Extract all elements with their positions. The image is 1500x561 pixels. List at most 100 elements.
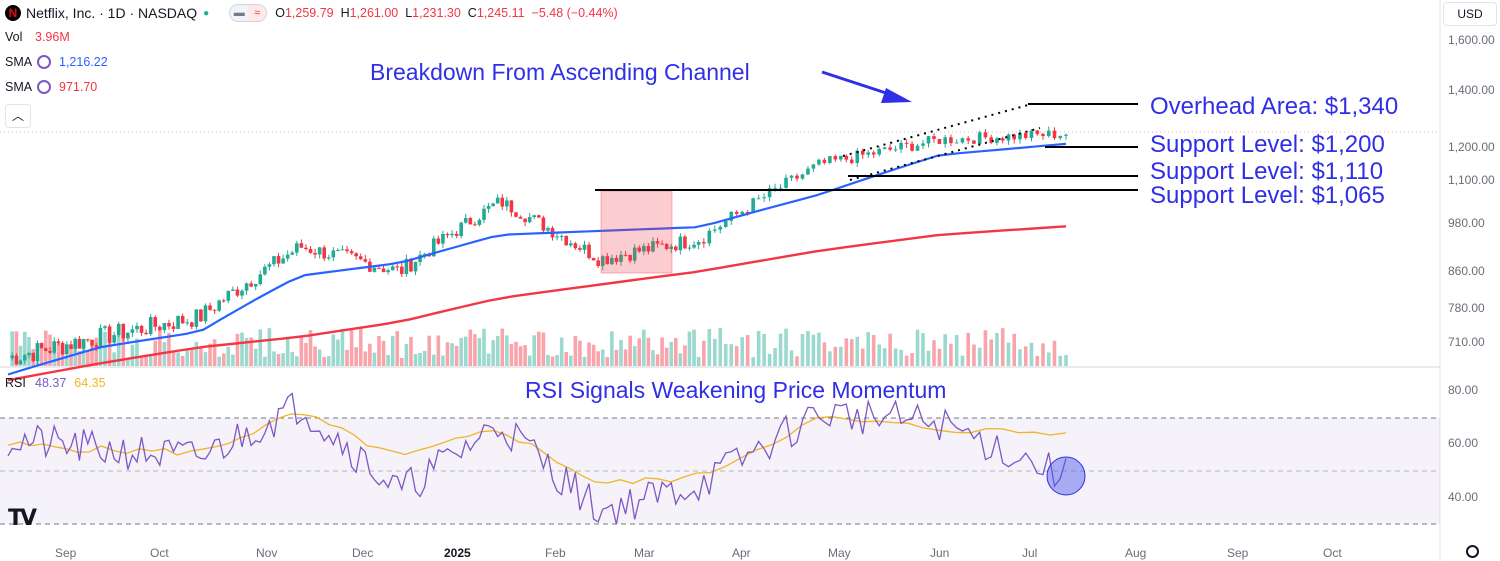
candle-body [221, 300, 226, 302]
volume-bar [910, 353, 914, 366]
volume-bar [217, 356, 221, 366]
candle-body [696, 242, 701, 245]
sma2-label: SMA [5, 80, 33, 94]
volume-bar [14, 331, 19, 366]
candle-body [740, 211, 744, 214]
candle-body [126, 332, 130, 339]
change-value: −5.48 (−0.44%) [531, 6, 618, 20]
candle-body [673, 246, 678, 251]
candle-body [1052, 130, 1057, 139]
candle-body [208, 305, 212, 310]
volume-bar [537, 331, 541, 366]
volume-bar [281, 353, 285, 366]
eye-icon[interactable]: ▬ [230, 5, 249, 21]
candle-body [409, 258, 413, 272]
candle-body [664, 243, 669, 249]
volume-bar [126, 357, 130, 366]
high-label: H [340, 6, 350, 20]
volume-bar [39, 343, 44, 366]
volume-bar [231, 354, 235, 366]
candle-body [505, 200, 509, 207]
refresh-icon[interactable] [37, 80, 51, 94]
candlesticks [10, 126, 1068, 366]
candle-body [619, 254, 623, 262]
volume-bar [877, 344, 881, 366]
sma1-legend[interactable]: SMA 1,216.22 [5, 55, 108, 69]
volume-bar [921, 333, 925, 366]
volume-bar [56, 342, 61, 366]
volume-bar [960, 355, 965, 366]
volume-bar [395, 331, 400, 366]
candle-body [921, 143, 925, 146]
volume-bar [1000, 328, 1005, 366]
candle-body [989, 137, 994, 143]
candle-body [217, 300, 221, 311]
candle-body [235, 289, 240, 296]
sma-50-line [7, 142, 1067, 376]
time-label: Feb [545, 546, 566, 560]
chevron-up-icon[interactable]: ︿ [5, 104, 31, 128]
volume-bar [226, 346, 231, 366]
candle-body [1000, 138, 1005, 141]
candle-body [995, 138, 999, 143]
settings-icon[interactable] [1466, 545, 1479, 558]
candle-body [176, 315, 180, 329]
volume-bar [263, 356, 267, 366]
candle-body [915, 145, 920, 151]
candle-body [495, 197, 500, 204]
candle-body [678, 236, 683, 251]
volume-bar [1029, 342, 1034, 366]
sma2-legend[interactable]: SMA 971.70 [5, 80, 97, 94]
candle-body [253, 284, 258, 287]
candle-body [185, 322, 190, 324]
currency-button[interactable]: USD [1443, 2, 1497, 26]
candle-body [331, 250, 336, 258]
volume-bar [550, 356, 555, 366]
candle-body [637, 247, 642, 252]
candle-body [431, 238, 436, 257]
candle-body [308, 248, 313, 253]
volume-legend[interactable]: Vol 3.96M [5, 30, 70, 44]
price-tick: 860.00 [1448, 264, 1485, 278]
candle-body [582, 244, 587, 250]
volume-bar [904, 355, 909, 366]
volume-bar [559, 337, 564, 366]
volume-bar [1058, 355, 1063, 366]
candle-body [135, 325, 139, 330]
candle-body [103, 326, 107, 328]
volume-bar [358, 328, 363, 366]
time-label: Aug [1125, 546, 1146, 560]
candle-body [756, 198, 761, 200]
chart-mode-toggle[interactable]: ▬ ≈ [229, 4, 268, 22]
volume-bar [285, 336, 290, 366]
tradingview-logo-icon: TV [8, 506, 37, 531]
volume-bar [409, 336, 413, 366]
volume-bar [989, 339, 994, 366]
volume-bar [400, 357, 404, 366]
channel-upper-line [842, 104, 1029, 157]
candle-body [267, 264, 272, 267]
candle-body [304, 247, 308, 249]
volume-bar [103, 331, 107, 366]
candle-body [386, 270, 390, 273]
candle-body [112, 335, 116, 343]
candle-body [139, 325, 144, 333]
volume-bar [199, 347, 203, 366]
candle-body [893, 149, 898, 151]
time-label: Dec [352, 546, 373, 560]
candle-body [972, 140, 976, 144]
candle-body [532, 215, 537, 218]
volume-bar [171, 350, 176, 366]
volume-bar [943, 334, 947, 366]
refresh-icon[interactable] [37, 55, 51, 69]
symbol-title[interactable]: Netflix, Inc. · 1D · NASDAQ [26, 5, 198, 21]
volume-bar [696, 356, 701, 366]
candle-body [27, 352, 31, 356]
volume-bar [148, 354, 153, 366]
volume-bar [65, 357, 69, 366]
volume-bar [377, 335, 381, 366]
approx-icon[interactable]: ≈ [248, 5, 267, 21]
candle-body [587, 244, 591, 259]
rsi-legend[interactable]: RSI 48.37 64.35 [5, 376, 106, 390]
